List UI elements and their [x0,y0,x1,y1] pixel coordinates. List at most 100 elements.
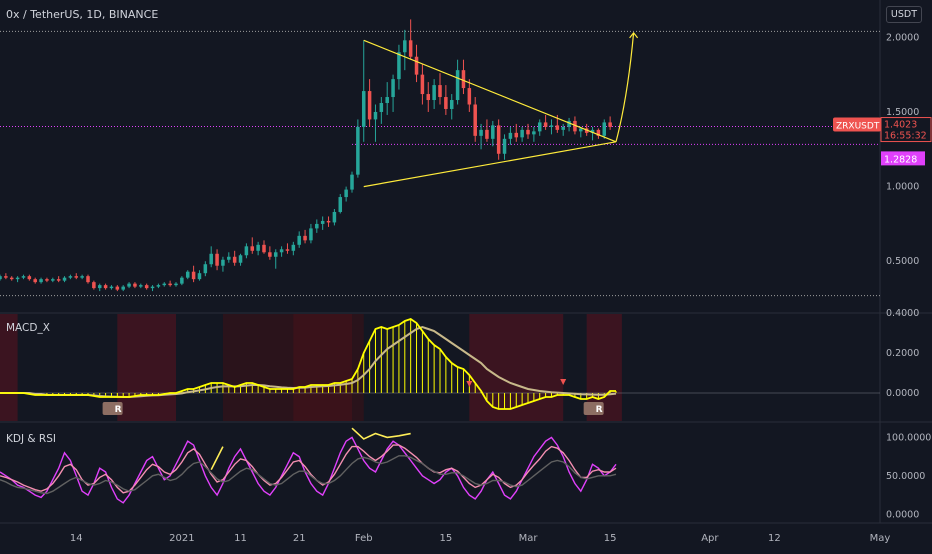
candle-body [227,256,231,260]
candle-body [543,122,548,127]
price-tick-label: 0.5000 [886,256,919,267]
time-tick-label: 21 [293,533,306,544]
candle-body [526,129,530,135]
candle-body [514,132,519,138]
candle-body [420,74,425,95]
candle-body [532,131,536,135]
candle-body [320,220,325,224]
candle-body [367,91,372,120]
macd-sell-marker [560,379,567,385]
candle-body [303,235,307,241]
support-tag [881,151,925,166]
candle-body [297,235,301,245]
candle-body [250,246,255,251]
candle-body [97,285,102,289]
macd-panel-label: MACD_X [6,322,50,334]
candle-body [473,104,477,136]
candle-body [350,174,354,190]
candle-body [115,286,120,290]
candle-body [361,91,366,127]
candle-body [74,276,79,278]
candle-body [4,276,8,278]
projection-arrow-head [629,31,639,39]
candle-body [0,276,2,280]
chart-title: 0x / TetherUS, 1D, BINANCE [6,8,159,21]
candle-body [561,126,565,130]
macd-sell-marker [466,381,473,387]
triangle-lower-line [363,141,617,188]
kdj-panel-label: KDJ & RSI [6,433,56,445]
candle-body [326,220,331,223]
macd-tick-label: 0.2000 [886,348,919,359]
candle-body [502,138,507,154]
candle-body [162,283,167,286]
macd-r-marker [102,402,123,415]
time-tick-label: 14 [70,533,83,544]
macd-line [0,318,616,410]
time-tick-label: 15 [439,533,452,544]
time-tick-label: May [870,533,891,544]
candle-body [449,100,454,109]
candle-body [332,211,337,223]
candle-body [573,120,577,132]
time-tick-label: 15 [604,533,617,544]
kdj-tick-label: 0.0000 [886,509,919,520]
kdj-series-line [0,455,617,495]
candle-body [273,252,278,257]
candle-body [596,129,601,136]
candle-body [537,122,542,132]
candle-body [215,253,219,266]
time-tick-label: 12 [768,533,781,544]
candle-body [403,40,407,53]
candle-body [191,271,196,280]
candle-body [444,97,448,109]
candle-body [9,277,14,280]
candle-body [432,85,436,101]
symbol-tag [833,117,881,132]
candle-body [197,273,202,280]
candle-body [373,111,378,120]
price-tick-label: 1.5000 [886,107,919,118]
macd-bear-zone [222,314,364,421]
candle-body [356,126,360,175]
time-tick-label: Mar [519,533,539,544]
candle-body [150,286,155,289]
candle-body [262,244,266,253]
candle-body [479,129,483,136]
currency-button[interactable]: USDT [885,6,922,23]
candle-body [56,279,61,281]
candle-body [391,79,395,98]
kdj-highlight-line [351,427,411,440]
candle-body [156,285,161,287]
candle-body [285,249,290,251]
candle-body [268,252,272,257]
candle-body [555,125,560,130]
candle-body [491,125,495,139]
candle-body [315,223,319,229]
candle-body [397,52,401,80]
macd-tick-label: 0.4000 [886,308,919,319]
candle-body [68,276,73,278]
candle-body [602,122,607,136]
kdj-tick-label: 50.0000 [886,471,925,482]
candle-body [33,279,37,283]
last-price-tag [880,117,932,143]
candle-body [485,129,489,139]
candle-body [567,120,571,127]
last-price-label: 1.4023 [884,120,917,131]
candle-body [496,125,501,154]
countdown-label: 16:55:32 [884,131,927,142]
candle-body [426,94,431,101]
candle-body [385,97,389,104]
candle-body [168,283,172,286]
candle-body [180,277,184,284]
support-label: 1.2828 [884,154,917,165]
candle-body [103,285,108,289]
candle-body [185,271,190,278]
candle-body [279,249,284,253]
candle-body [461,70,466,89]
candle-body [344,189,348,198]
candle-body [579,128,583,132]
candle-body [45,279,49,281]
